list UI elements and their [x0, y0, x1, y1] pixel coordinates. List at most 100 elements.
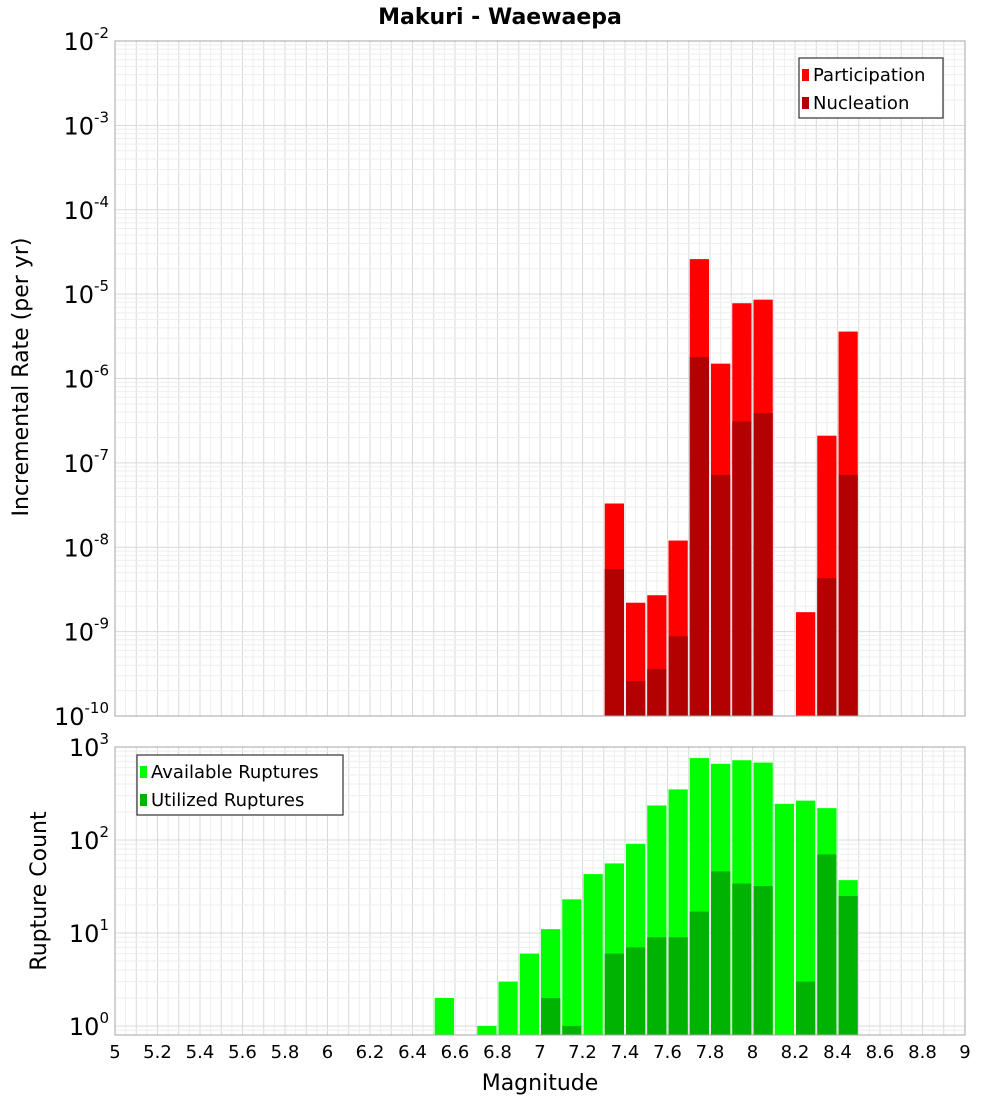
plot-frame	[114, 746, 966, 1036]
legend-label: Participation	[813, 65, 925, 86]
bar	[753, 413, 773, 716]
legend-box	[136, 754, 344, 816]
x-tick-label: 8.6	[866, 1042, 895, 1063]
bar	[732, 421, 752, 716]
bar	[817, 578, 837, 716]
plot-frame	[114, 40, 966, 717]
y-tick-exponent: -5	[94, 277, 109, 295]
x-tick-labels: 5 5.2 5.4 5.6 5.8 6 6.2 6.4 6.6 6.8 7 7.2 7.4 7.6 7.8 8…	[109, 1042, 970, 1063]
bar	[604, 953, 624, 1035]
x-tick-label: 8.2	[781, 1042, 810, 1063]
x-axis-label: Magnitude	[482, 1071, 599, 1096]
series-nucleation	[604, 356, 858, 716]
y-tick-label: 10-10	[54, 699, 109, 731]
y-tick-label: 10-7	[63, 446, 109, 478]
bar	[604, 569, 624, 716]
bar	[796, 800, 816, 1035]
grid	[114, 40, 966, 717]
x-tick-label: 7.2	[568, 1042, 597, 1063]
y-tick-base: 10	[63, 197, 94, 225]
legend-label: Available Ruptures	[151, 762, 319, 783]
x-tick-label: 8.4	[823, 1042, 852, 1063]
y-tick-exponent: -2	[94, 24, 109, 42]
y-tick-base: 10	[63, 619, 94, 647]
series-utilized-ruptures	[541, 854, 858, 1035]
y-tick-exponent: -7	[94, 446, 109, 464]
bar	[689, 911, 709, 1035]
bar	[477, 1025, 497, 1035]
x-tick-label: 5	[109, 1042, 120, 1063]
x-tick-label: 9	[959, 1042, 970, 1063]
bar	[774, 803, 794, 1035]
y-tick-exponent: 1	[99, 916, 109, 934]
y-tick-exponent: -9	[94, 615, 109, 633]
legend-swatch	[802, 97, 809, 109]
x-tick-label: 5.8	[271, 1042, 300, 1063]
x-tick-label: 5.4	[186, 1042, 215, 1063]
y-tick-base: 10	[63, 28, 94, 56]
legend: Participation Nucleation	[798, 57, 944, 119]
bar	[711, 871, 731, 1035]
y-tick-base: 10	[63, 366, 94, 394]
bar	[562, 899, 582, 1035]
y-tick-exponent: -4	[94, 193, 109, 211]
legend-label: Nucleation	[813, 93, 909, 114]
bar	[647, 937, 667, 1035]
y-tick-base: 10	[69, 1013, 100, 1041]
y-tick-label: 10-8	[63, 530, 109, 562]
y-tick-exponent: -10	[85, 699, 110, 717]
bar	[626, 680, 646, 716]
bar	[817, 854, 837, 1035]
bar	[732, 883, 752, 1035]
bar	[689, 356, 709, 716]
bar	[583, 874, 603, 1035]
y-tick-base: 10	[63, 112, 94, 140]
x-tick-label: 6.8	[483, 1042, 512, 1063]
y-tick-label: 10-6	[63, 362, 109, 394]
bar	[498, 981, 518, 1035]
bar	[519, 953, 539, 1035]
x-tick-label: 6.4	[398, 1042, 427, 1063]
x-tick-label: 8	[747, 1042, 758, 1063]
y-tick-exponent: 0	[99, 1009, 109, 1027]
x-tick-label: 7.8	[696, 1042, 725, 1063]
y-tick-base: 10	[63, 281, 94, 309]
y-tick-label: 103	[69, 730, 109, 762]
bar	[562, 1025, 582, 1035]
bar	[626, 947, 646, 1035]
bar	[647, 669, 667, 716]
bar	[541, 997, 561, 1035]
y-tick-label: 10-2	[63, 24, 109, 56]
x-tick-label: 5.6	[228, 1042, 257, 1063]
y-tick-base: 10	[69, 734, 100, 762]
y-tick-exponent: 2	[99, 823, 109, 841]
bar	[668, 636, 688, 716]
y-tick-base: 10	[63, 450, 94, 478]
y-tick-label: 102	[69, 823, 109, 855]
bar	[838, 895, 858, 1035]
bar	[753, 886, 773, 1035]
bottom-y-axis-label: Rupture Count	[27, 811, 52, 971]
y-tick-label: 100	[69, 1009, 109, 1041]
x-tick-label: 8.8	[908, 1042, 937, 1063]
bar	[668, 937, 688, 1035]
bar	[711, 474, 731, 716]
legend-swatch	[140, 794, 147, 806]
x-tick-label: 5.2	[143, 1042, 172, 1063]
incremental-rate-plot: 10-1010-910-810-710-610-510-410-310-2Par…	[54, 24, 966, 731]
x-tick-label: 7.4	[611, 1042, 640, 1063]
y-tick-label: 10-5	[63, 277, 109, 309]
y-tick-exponent: 3	[99, 730, 109, 748]
legend-box	[798, 57, 944, 119]
x-tick-label: 6.6	[441, 1042, 470, 1063]
legend-swatch	[802, 69, 809, 81]
chart-title: Makuri - Waewaepa	[378, 5, 622, 30]
y-tick-base: 10	[63, 534, 94, 562]
x-tick-label: 6	[322, 1042, 333, 1063]
top-y-axis-label: Incremental Rate (per yr)	[9, 238, 34, 517]
